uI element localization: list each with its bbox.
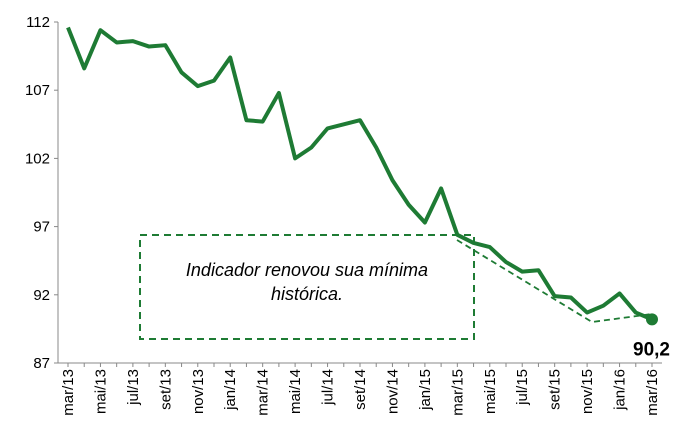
annotation-text: Indicador renovou sua mínima histórica. [185,260,429,304]
x-tick-label: jan/16 [612,369,629,411]
data-label: 90,2 [633,339,670,360]
x-tick-label: jul/13 [125,369,142,406]
series-line [66,26,653,322]
end-marker [646,313,658,326]
y-tick-label: 92 [33,287,50,304]
x-tick-label: mai/13 [92,369,109,414]
x-tick-label: nov/13 [190,369,207,414]
x-tick-label: mar/13 [60,369,77,416]
x-tick-label: nov/15 [579,369,596,414]
annotation-box [139,234,475,340]
x-tick-label: jul/15 [514,369,531,406]
x-tick-label: nov/14 [384,369,401,414]
x-tick-label: jul/14 [320,369,337,406]
x-tick-label: mai/14 [287,369,304,414]
x-tick-label: jan/14 [222,369,239,411]
x-tick-label: set/15 [547,369,564,410]
x-tick-label: mai/15 [482,369,499,414]
x-tick-label: mar/16 [644,369,661,416]
x-tick-label: set/14 [352,369,369,410]
x-tick-label: mar/15 [449,369,466,416]
y-tick-label: 97 [33,219,50,236]
y-tick-label: 112 [26,14,50,31]
annotation: Indicador renovou sua mínima histórica. [185,260,429,304]
x-tick-label: set/13 [157,369,174,410]
trend-line [456,239,653,323]
y-tick-label: 107 [25,82,50,99]
x-tick-label: jan/15 [417,369,434,411]
y-tick-label: 87 [33,355,50,372]
x-tick-label: mar/14 [255,369,272,416]
y-tick-label: 102 [25,150,50,167]
